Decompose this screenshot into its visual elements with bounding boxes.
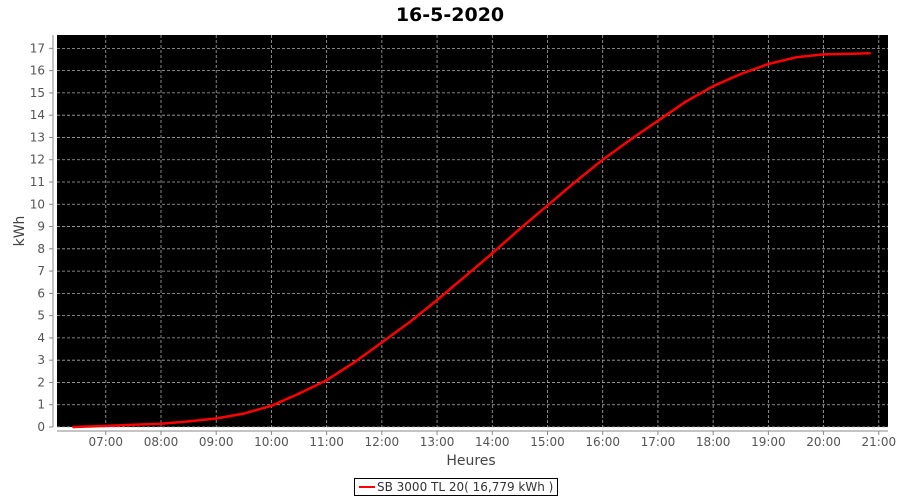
x-tick-label: 07:00 bbox=[88, 435, 123, 449]
data-point bbox=[270, 404, 273, 408]
x-tick-label: 19:00 bbox=[751, 435, 786, 449]
x-tick-label: 12:00 bbox=[365, 435, 400, 449]
y-tick-label: 17 bbox=[30, 41, 45, 55]
data-point bbox=[518, 227, 522, 231]
x-tick-label: 18:00 bbox=[696, 435, 731, 449]
x-tick-label: 13:00 bbox=[420, 435, 455, 449]
data-point bbox=[629, 138, 632, 141]
legend-swatch bbox=[359, 486, 375, 488]
x-tick-label: 08:00 bbox=[144, 435, 179, 449]
y-tick-label: 11 bbox=[30, 175, 45, 189]
data-point bbox=[849, 52, 853, 56]
data-point bbox=[711, 84, 715, 88]
data-point bbox=[325, 378, 328, 382]
data-point bbox=[408, 321, 411, 324]
x-tick-label: 16:00 bbox=[585, 435, 620, 449]
y-tick-label: 14 bbox=[30, 108, 45, 122]
y-tick-label: 8 bbox=[37, 242, 45, 256]
y-tick-label: 0 bbox=[37, 420, 45, 434]
data-point bbox=[656, 119, 660, 123]
data-point bbox=[104, 424, 108, 428]
series-line bbox=[73, 52, 870, 429]
series bbox=[72, 51, 871, 429]
data-point bbox=[739, 72, 743, 76]
y-tick-label: 16 bbox=[30, 64, 45, 78]
x-axis-label: Heures bbox=[446, 453, 495, 469]
data-point bbox=[794, 55, 798, 59]
x-tick-label: 10:00 bbox=[254, 435, 289, 449]
y-tick-label: 4 bbox=[37, 331, 45, 345]
y-tick-label: 6 bbox=[37, 286, 45, 300]
x-tick-label: 09:00 bbox=[199, 435, 234, 449]
data-point bbox=[868, 51, 871, 55]
x-tick-label: 11:00 bbox=[309, 435, 344, 449]
data-point bbox=[297, 392, 301, 395]
data-point bbox=[159, 422, 163, 425]
data-point bbox=[546, 204, 549, 207]
data-point bbox=[435, 298, 439, 302]
y-tick-label: 3 bbox=[37, 353, 45, 367]
x-tick-label: 21:00 bbox=[862, 435, 897, 449]
y-tick-label: 7 bbox=[37, 264, 45, 278]
y-tick-label: 10 bbox=[30, 197, 45, 211]
y-tick-label: 9 bbox=[37, 220, 45, 234]
data-point bbox=[72, 425, 75, 429]
legend-label: SB 3000 TL 20( 16,779 kWh ) bbox=[377, 480, 554, 494]
data-point bbox=[187, 420, 190, 423]
data-point bbox=[214, 417, 218, 420]
data-point bbox=[601, 158, 605, 162]
y-tick-label: 5 bbox=[37, 309, 45, 323]
data-point bbox=[767, 62, 770, 66]
data-point bbox=[684, 100, 687, 104]
data-point bbox=[490, 251, 494, 255]
x-tick-label: 15:00 bbox=[530, 435, 565, 449]
data-point bbox=[463, 275, 466, 278]
y-axis-label: kWh bbox=[12, 216, 28, 247]
data-point bbox=[573, 180, 577, 184]
legend: SB 3000 TL 20( 16,779 kWh ) bbox=[354, 478, 559, 496]
y-tick-label: 13 bbox=[30, 130, 45, 144]
data-point bbox=[132, 423, 135, 427]
chart-title: 16-5-2020 bbox=[396, 4, 504, 26]
y-tick-label: 12 bbox=[30, 153, 45, 167]
y-tick-label: 1 bbox=[37, 398, 45, 412]
y-tick-label: 2 bbox=[37, 375, 45, 389]
x-tick-label: 20:00 bbox=[806, 435, 841, 449]
y-tick-label: 15 bbox=[30, 86, 45, 100]
plot-area bbox=[57, 35, 888, 427]
x-tick-label: 14:00 bbox=[475, 435, 510, 449]
data-point bbox=[242, 412, 246, 415]
data-point bbox=[822, 53, 825, 56]
x-tick-label: 17:00 bbox=[641, 435, 676, 449]
data-point bbox=[380, 341, 384, 344]
data-point bbox=[352, 361, 356, 364]
